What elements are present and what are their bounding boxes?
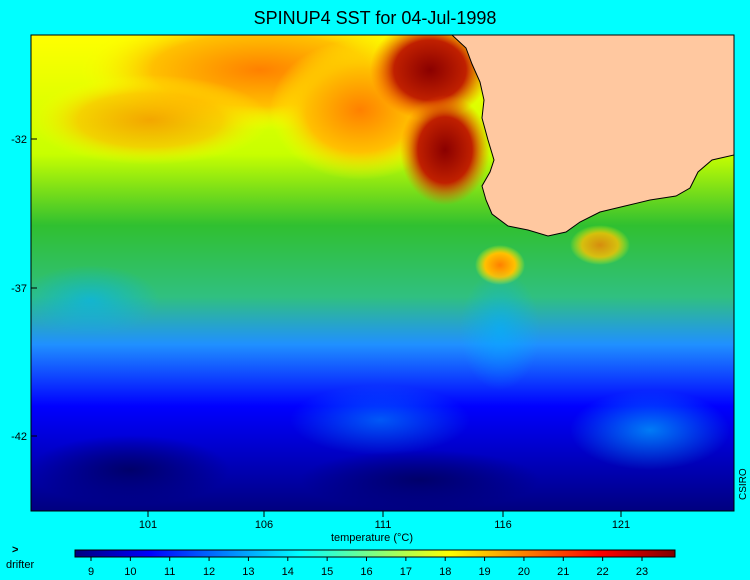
colorbar-tick-label: 21 xyxy=(557,566,569,578)
y-tick-label: -37 xyxy=(11,283,27,295)
x-tick-label: 111 xyxy=(375,519,392,531)
x-axis-label: temperature (°C) xyxy=(331,532,413,544)
x-tick-label: 106 xyxy=(255,519,273,531)
colorbar-tick-label: 13 xyxy=(242,566,254,578)
map-title: SPINUP4 SST for 04-Jul-1998 xyxy=(253,8,497,28)
colorbar-tick-label: 16 xyxy=(360,566,372,578)
colorbar: 9 10 11 12 13 14 15 16 17 18 19 20 21 22 23 xyxy=(74,549,676,578)
y-tick-label: -32 xyxy=(11,134,27,146)
colorbar-tick-label: 11 xyxy=(164,566,175,578)
y-axis: -32 -37 -42 xyxy=(11,134,37,443)
colorbar-tick-label: 18 xyxy=(439,566,451,578)
drifter-legend: > drifter xyxy=(6,544,34,571)
colorbar-tick-label: 9 xyxy=(88,566,94,578)
x-tick-label: 116 xyxy=(494,519,512,531)
y-tick-label: -42 xyxy=(11,431,27,443)
x-axis: 101 106 111 116 121 temperature (°C) xyxy=(139,511,630,544)
x-tick-label: 101 xyxy=(139,519,157,531)
australia-land xyxy=(450,34,735,237)
sst-field xyxy=(31,35,734,511)
colorbar-tick-label: 12 xyxy=(203,566,215,578)
colorbar-tick-label: 17 xyxy=(400,566,412,578)
colorbar-scale xyxy=(74,549,676,558)
x-tick-label: 121 xyxy=(612,519,630,531)
drifter-label: drifter xyxy=(6,559,34,571)
colorbar-tick-label: 23 xyxy=(636,566,648,578)
colorbar-tick-label: 15 xyxy=(321,566,333,578)
colorbar-tick-label: 19 xyxy=(478,566,490,578)
colorbar-tick-label: 20 xyxy=(518,566,530,578)
colorbar-tick-label: 22 xyxy=(597,566,609,578)
colorbar-tick-label: 14 xyxy=(282,566,294,578)
colorbar-tick-label: 10 xyxy=(124,566,136,578)
credit-label: CSIRO xyxy=(738,468,749,500)
drifter-marker-icon: > xyxy=(12,544,18,556)
